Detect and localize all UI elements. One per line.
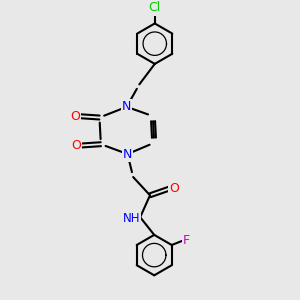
Text: O: O: [169, 182, 179, 195]
Text: N: N: [123, 148, 132, 160]
Text: Cl: Cl: [148, 1, 161, 14]
Text: F: F: [183, 234, 190, 247]
Text: NH: NH: [122, 212, 140, 225]
Text: O: O: [70, 110, 80, 123]
Text: O: O: [71, 139, 81, 152]
Text: N: N: [122, 100, 131, 113]
